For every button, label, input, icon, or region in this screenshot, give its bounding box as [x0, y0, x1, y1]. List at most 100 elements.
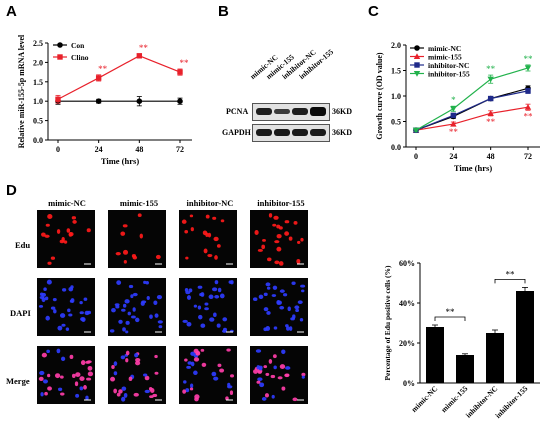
- micrograph-dapi: [179, 278, 237, 336]
- y-tick-label: 1.0: [391, 92, 401, 101]
- nucleus: [75, 393, 80, 398]
- x-tick-label: inhibitor-155: [493, 384, 529, 420]
- nucleus: [281, 386, 286, 391]
- nucleus: [279, 364, 286, 370]
- nucleus: [185, 388, 190, 393]
- y-tick-label: 0.5: [391, 118, 401, 127]
- nucleus: [86, 228, 91, 233]
- blot-band: [274, 129, 290, 136]
- data-point: [177, 69, 183, 75]
- nucleus: [122, 327, 126, 332]
- significance-bracket: [434, 316, 466, 321]
- significance-bracket: [494, 278, 526, 284]
- nucleus: [276, 234, 282, 239]
- micrograph-canvas: [109, 280, 163, 334]
- data-point: [524, 104, 532, 110]
- data-point: [55, 96, 61, 102]
- nucleus: [295, 308, 300, 313]
- y-tick-label: 2.0: [391, 41, 401, 50]
- nucleus: [279, 305, 285, 310]
- data-point: [177, 98, 183, 104]
- blot-band: [292, 129, 308, 136]
- blot-size-pcna: 36KD: [332, 107, 352, 116]
- nucleus: [255, 349, 262, 353]
- nucleus: [297, 300, 303, 305]
- nucleus: [213, 236, 219, 242]
- nucleus: [135, 360, 141, 366]
- significance-mark: **: [524, 111, 534, 121]
- nucleus: [146, 296, 150, 300]
- data-point: [136, 98, 143, 104]
- blot-strip-gapdh: [252, 124, 330, 142]
- nucleus: [41, 292, 46, 297]
- nucleus: [110, 376, 116, 382]
- micrograph-edu: [37, 210, 95, 268]
- legend-label: inhibitor-NC: [428, 61, 469, 70]
- nucleus: [187, 361, 192, 365]
- y-tick-label: 1.5: [391, 67, 401, 76]
- nucleus: [213, 312, 217, 318]
- nucleus: [283, 293, 288, 297]
- legend-label: inhibitor-155: [428, 70, 470, 79]
- legend-label: mimic-155: [428, 53, 462, 62]
- y-tick-label: 2.0: [33, 58, 43, 67]
- nucleus: [301, 372, 306, 377]
- blot-band: [310, 107, 326, 116]
- nucleus: [132, 255, 138, 260]
- x-tick-label: 72: [176, 145, 184, 154]
- nucleus: [111, 365, 115, 369]
- nucleus: [68, 231, 74, 237]
- panel-letter-b: B: [218, 3, 229, 20]
- x-axis-label: Time (hrs): [454, 163, 492, 173]
- nucleus: [209, 317, 215, 322]
- nucleus: [181, 219, 187, 224]
- micro-col-head: mimic-NC: [48, 198, 86, 208]
- nucleus: [273, 365, 277, 370]
- nucleus: [143, 280, 147, 284]
- nucleus: [190, 351, 196, 356]
- y-tick-label: 20%: [399, 339, 415, 348]
- nucleus: [186, 295, 192, 300]
- nucleus: [257, 248, 263, 252]
- nucleus: [125, 320, 130, 325]
- nucleus: [141, 300, 147, 304]
- y-tick-label: 0%: [403, 379, 415, 388]
- micrograph-canvas: [182, 280, 234, 333]
- nucleus: [87, 371, 94, 377]
- nucleus: [268, 358, 273, 364]
- nucleus: [52, 298, 57, 302]
- nucleus: [111, 308, 116, 313]
- series-line: [415, 90, 529, 131]
- nucleus: [272, 354, 277, 359]
- nucleus: [41, 352, 47, 358]
- nucleus: [185, 256, 189, 260]
- nucleus: [300, 289, 305, 293]
- y-tick-label: 40%: [399, 299, 415, 308]
- nucleus: [113, 361, 118, 366]
- x-tick-label: 24: [95, 145, 103, 154]
- nucleus: [56, 348, 61, 354]
- nucleus: [132, 292, 138, 297]
- y-tick-label: 0.0: [391, 143, 401, 152]
- nucleus: [46, 279, 52, 285]
- data-point: [95, 75, 102, 81]
- data-point: [57, 42, 63, 48]
- nucleus: [199, 292, 203, 297]
- nucleus: [259, 382, 265, 388]
- nucleus: [145, 280, 149, 285]
- micrograph-canvas: [252, 281, 306, 333]
- nucleus: [207, 232, 212, 238]
- nucleus: [229, 390, 234, 396]
- nucleus: [63, 240, 68, 244]
- nucleus: [264, 393, 270, 398]
- nucleus: [59, 375, 64, 379]
- nucleus: [125, 330, 129, 334]
- y-tick-label: 0.0: [33, 136, 43, 145]
- nucleus: [276, 246, 282, 252]
- nucleus: [79, 300, 83, 305]
- nucleus: [79, 376, 85, 381]
- nucleus: [287, 306, 291, 312]
- nucleus: [216, 323, 221, 328]
- nucleus: [71, 373, 76, 378]
- nucleus: [193, 357, 200, 362]
